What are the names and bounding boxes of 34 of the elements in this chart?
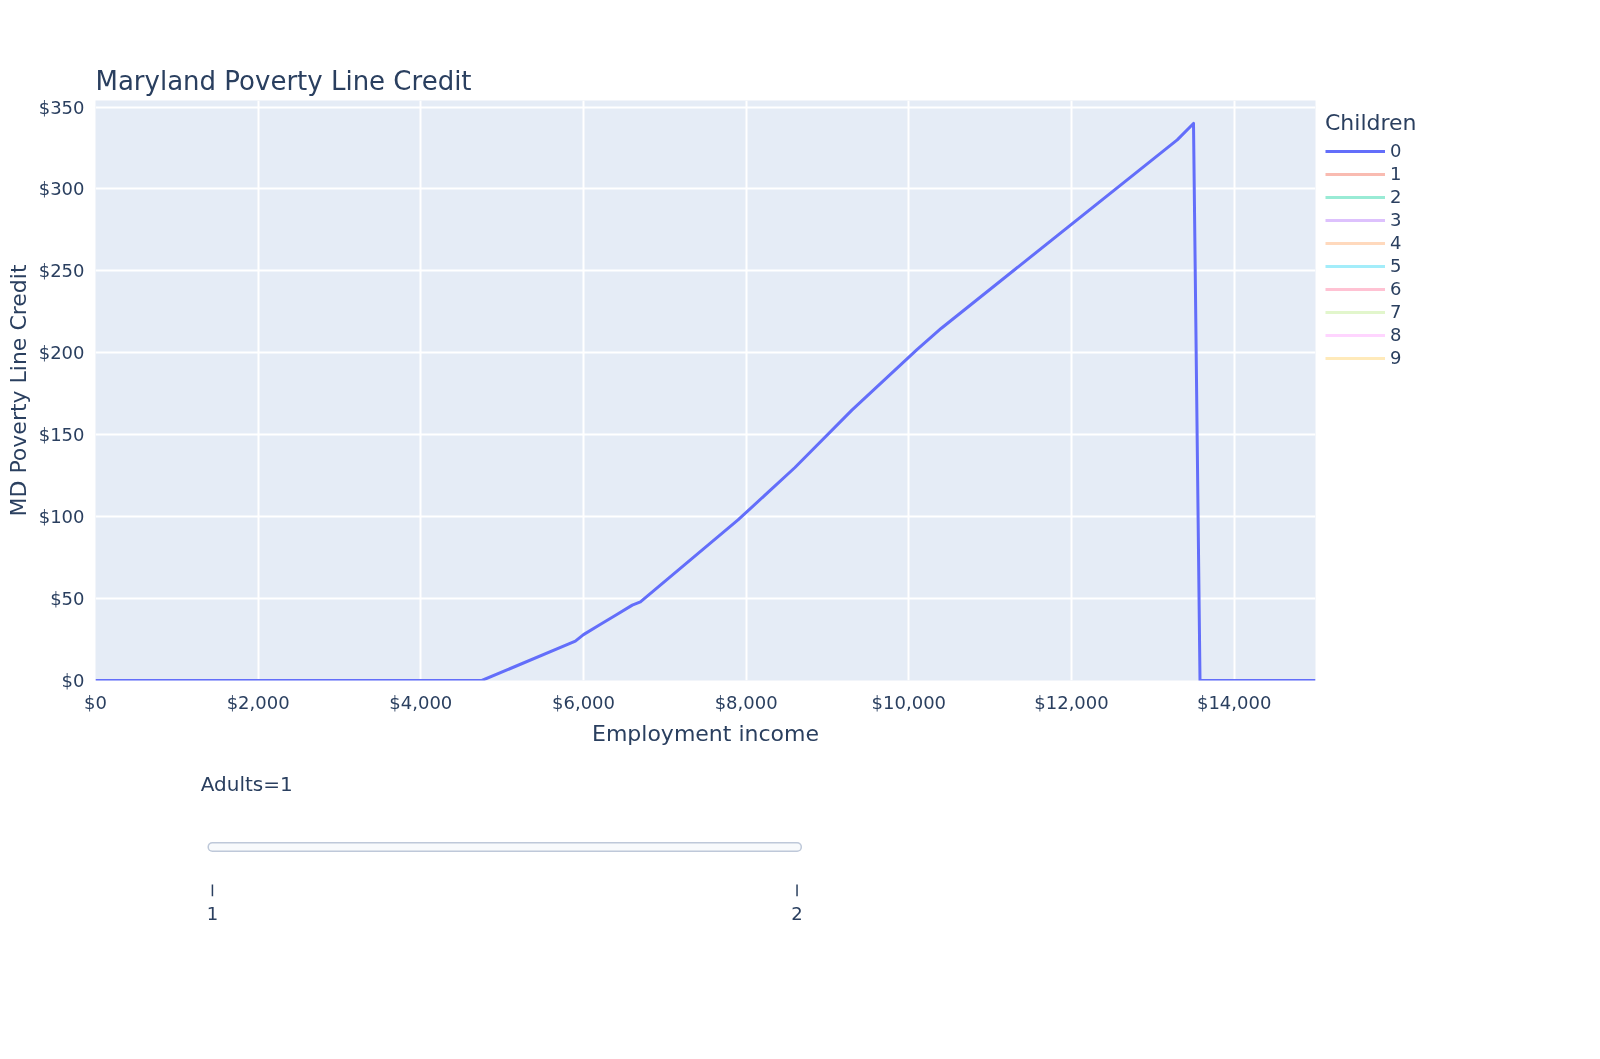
y-tick-label: $350 — [38, 96, 85, 118]
x-tick-label: $14,000 — [1196, 691, 1272, 713]
legend-label: 6 — [1390, 278, 1403, 299]
legend-label: 3 — [1390, 209, 1403, 230]
text: 1 — [206, 903, 219, 925]
legend-label: 9 — [1390, 347, 1403, 368]
x-tick-label: $12,000 — [1034, 691, 1109, 713]
y-tick-label: $300 — [38, 178, 85, 200]
line-series — [95, 121, 1316, 681]
x-tick-label: $0 — [84, 691, 107, 713]
x-tick-label: $10,000 — [871, 691, 947, 713]
legend-label: 5 — [1390, 255, 1403, 276]
x-tick-label: $4,000 — [389, 691, 453, 713]
text: 2 — [791, 903, 803, 925]
legend-label: 8 — [1390, 324, 1403, 345]
chart-title: Maryland Poverty Line Credit — [95, 65, 472, 96]
y-tick-label: $250 — [38, 260, 85, 282]
y-tick-label: $100 — [38, 506, 85, 528]
legend-label: 4 — [1390, 232, 1403, 253]
legend-title: Children — [1325, 110, 1417, 135]
x-tick-label: $2,000 — [226, 691, 290, 713]
y-axis-title: MD Poverty Line Credit — [5, 264, 31, 517]
y-tick-label: $150 — [38, 424, 85, 446]
x-tick-label: $6,000 — [552, 691, 615, 713]
legend-label: 7 — [1390, 301, 1403, 322]
legend-label: 1 — [1390, 163, 1403, 184]
y-tick-label: $0 — [61, 670, 85, 691]
y-tick-label: $50 — [50, 588, 85, 610]
y-tick-label: $200 — [38, 342, 85, 364]
legend-label: 2 — [1390, 186, 1403, 207]
text: Adults=1 — [200, 772, 293, 796]
legend-label: 0 — [1390, 140, 1403, 161]
x-axis-title: Employment income — [592, 720, 819, 746]
x-tick-label: $8,000 — [714, 691, 778, 713]
